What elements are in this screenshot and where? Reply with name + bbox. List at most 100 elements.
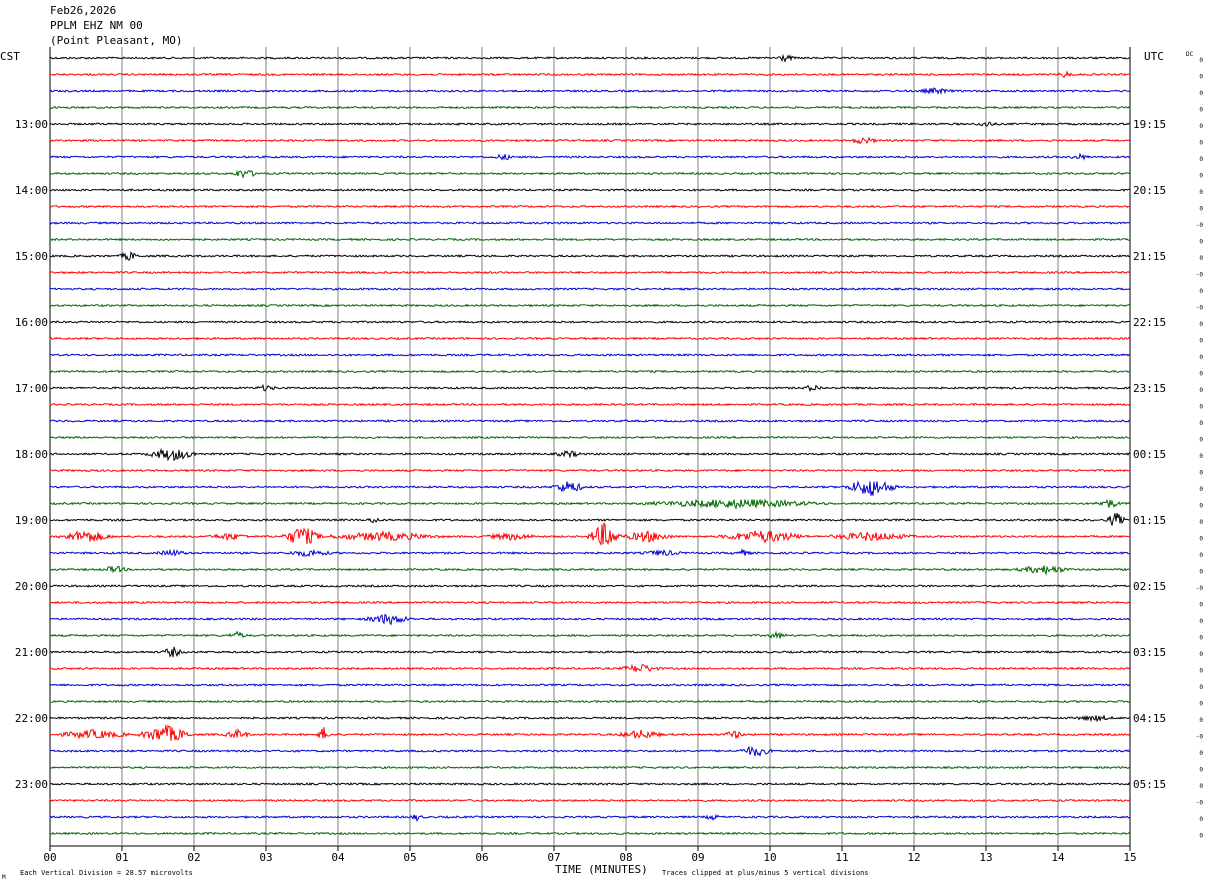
trace-line [49,813,1131,822]
x-tick-label: 07 [547,851,560,864]
trace-line [49,447,1131,462]
dc-offset-value: 0 [1199,635,1203,642]
right-hour-label: 05:15 [1133,778,1166,791]
right-hour-label: 01:15 [1133,514,1166,527]
trace-line [49,53,1131,63]
left-hour-label: 22:00 [15,712,48,725]
trace-line [49,498,1131,510]
dc-offset-value: 0 [1199,717,1203,724]
header-station: PPLM EHZ NM 00 [50,19,143,32]
x-tick-label: 04 [331,851,345,864]
x-tick-label: 15 [1123,851,1136,864]
dc-offset-value: 0 [1199,404,1203,411]
trace-line [49,468,1131,473]
trace-line [49,402,1131,407]
trace-line [49,136,1131,145]
left-hour-label: 13:00 [15,118,48,131]
trace-line [49,512,1131,526]
x-tick-label: 01 [115,851,128,864]
dc-offset-value: 0 [1199,437,1203,444]
clip-note: Traces clipped at plus/minus 5 vertical … [662,869,869,877]
trace-line [49,699,1131,704]
trace-line [49,204,1131,209]
x-tick-label: 10 [763,851,776,864]
dc-offset-value: 0 [1199,338,1203,345]
left-hour-label: 18:00 [15,448,48,461]
dc-offset-value: 0 [1199,767,1203,774]
dc-offset-value: -0 [1196,585,1204,592]
dc-offset-value: -0 [1196,272,1204,279]
trace-line [49,584,1131,588]
trace-line [49,353,1131,357]
x-tick-label: 13 [979,851,992,864]
right-hour-label: 03:15 [1133,646,1166,659]
trace-line [49,237,1131,242]
dc-offset-value: 0 [1199,239,1203,246]
trace-line [49,220,1131,225]
x-tick-label: 00 [43,851,56,864]
header-date: Feb26,2026 [50,4,117,17]
dc-offset-value: 0 [1199,255,1203,262]
left-hour-label: 19:00 [15,514,48,527]
left-hour-label: 23:00 [15,778,48,791]
trace-line [49,303,1131,308]
trace-line [49,270,1131,275]
dc-offset-value: 0 [1199,519,1203,526]
trace-line [49,336,1131,341]
trace-line [49,87,1131,96]
dc-offset-value: 0 [1199,569,1203,576]
x-tick-label: 11 [835,851,848,864]
left-hour-label: 14:00 [15,184,48,197]
trace-line [49,782,1131,786]
trace-line [49,600,1131,605]
trace-line [49,251,1131,261]
dc-offset-value: 0 [1199,701,1203,708]
dc-offset-value: -0 [1196,305,1204,312]
trace-line [49,724,1131,741]
x-tick-label: 14 [1051,851,1065,864]
right-timezone-label: UTC [1144,50,1164,63]
trace-line [49,369,1131,374]
left-hour-label: 21:00 [15,646,48,659]
dc-offset-value: 0 [1199,833,1203,840]
dc-offset-value: 0 [1199,536,1203,543]
trace-line [49,105,1131,110]
dc-offset-value: 0 [1199,453,1203,460]
dc-offset-value: 0 [1199,503,1203,510]
dc-offset-value: 0 [1199,387,1203,394]
right-hour-label: 19:15 [1133,118,1166,131]
x-tick-label: 02 [187,851,200,864]
dc-offset-value: -0 [1196,734,1204,741]
dc-offset-value: 0 [1199,618,1203,625]
x-axis-title: TIME (MINUTES) [555,863,648,876]
trace-line [49,169,1131,179]
header-location: (Point Pleasant, MO) [50,34,183,47]
left-hour-label: 17:00 [15,382,48,395]
dc-offset-value: 0 [1199,750,1203,757]
dc-offset-value: 0 [1199,420,1203,427]
trace-line [49,646,1131,658]
left-timezone-label: CST [0,50,20,63]
dc-offset-value: 0 [1199,651,1203,658]
trace-line [49,522,1131,547]
trace-line [49,613,1131,626]
x-tick-label: 03 [259,851,272,864]
dc-offset-value: 0 [1199,173,1203,180]
dc-offset-value: 0 [1199,189,1203,196]
dc-offset-value: 0 [1199,288,1203,295]
x-tick-label: 08 [619,851,632,864]
x-tick-label: 06 [475,851,488,864]
left-hour-label: 16:00 [15,316,48,329]
trace-line [49,714,1131,723]
right-hour-label: 23:15 [1133,382,1166,395]
left-hour-label: 20:00 [15,580,48,593]
dc-offset-value: 0 [1199,486,1203,493]
trace-line [49,152,1131,161]
trace-line [49,548,1130,558]
trace-line [49,435,1131,440]
dc-offset-value: 0 [1199,371,1203,378]
dc-offset-value: 0 [1199,552,1203,559]
trace-line [49,384,1131,393]
trace-line [49,480,1131,496]
